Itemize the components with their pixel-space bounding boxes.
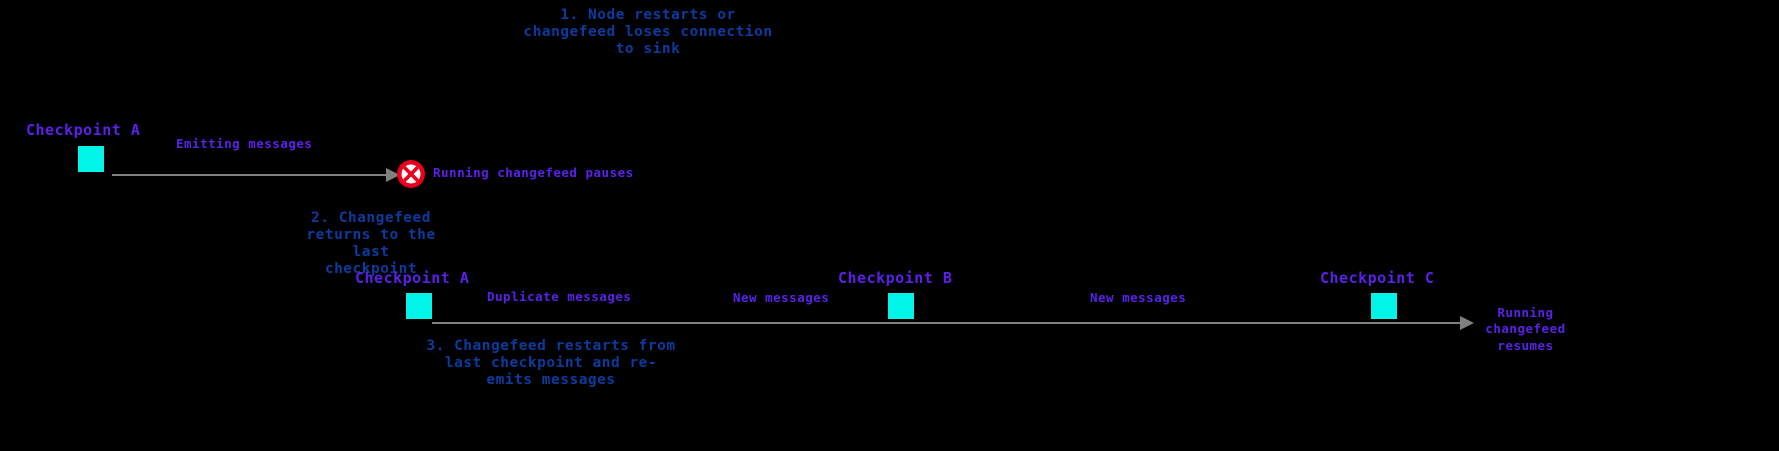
bottom-segment-3-label: New messages (1090, 290, 1187, 305)
top-checkpoint-a-marker (78, 146, 104, 172)
top-checkpoint-a-label: Checkpoint A (26, 121, 141, 139)
bottom-segment-2-label: New messages (733, 290, 830, 305)
annotation-step-2: 2. Changefeed returns to the last checkp… (306, 210, 436, 278)
top-timeline-arrowhead (386, 168, 400, 182)
bottom-segment-1-label: Duplicate messages (487, 289, 632, 304)
bottom-checkpoint-c-marker (1371, 293, 1397, 319)
top-timeline-line (112, 174, 388, 176)
top-end-status-label: Running changefeed pauses (433, 165, 634, 180)
error-circle-x-icon (396, 159, 426, 189)
annotation-step-3: 3. Changefeed restarts from last checkpo… (426, 338, 676, 389)
bottom-checkpoint-b-label: Checkpoint B (838, 269, 953, 287)
bottom-checkpoint-a-marker (406, 293, 432, 319)
bottom-end-status-label: Running changefeed resumes (1485, 305, 1566, 353)
bottom-checkpoint-a-label: Checkpoint A (355, 269, 470, 287)
top-segment-label: Emitting messages (176, 136, 313, 151)
bottom-timeline-arrowhead (1460, 316, 1474, 330)
bottom-checkpoint-c-label: Checkpoint C (1320, 269, 1435, 287)
bottom-checkpoint-b-marker (888, 293, 914, 319)
annotation-step-1: 1. Node restarts or changefeed loses con… (523, 7, 773, 58)
bottom-timeline-line (432, 322, 1462, 324)
